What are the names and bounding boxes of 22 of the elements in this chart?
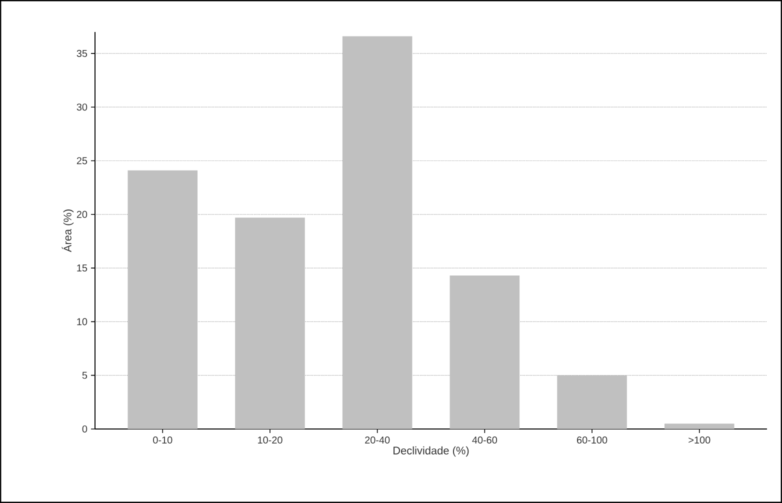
y-tick-label: 10	[77, 318, 88, 326]
bar	[664, 424, 734, 429]
y-axis-title: Área (%)	[62, 210, 74, 252]
y-tick-label: 5	[82, 372, 88, 379]
y-tick-label: 30	[76, 104, 88, 111]
y-tick-label: 35	[76, 50, 88, 57]
y-tick-label: 25	[76, 157, 88, 164]
y-tick-label: 0	[82, 425, 88, 433]
x-axis-title: Declividade (%)	[394, 446, 469, 457]
x-tick-label: 0-10	[153, 436, 172, 444]
x-tick-label: 10-20	[258, 436, 282, 444]
bar	[235, 218, 305, 429]
bar	[557, 375, 627, 429]
bar	[342, 36, 412, 429]
x-tick-label: 40-60	[472, 436, 498, 444]
x-tick-label: 60-100	[577, 436, 608, 444]
x-tick-label: >100	[688, 436, 710, 444]
bar	[450, 276, 520, 429]
y-tick-label: 20	[76, 210, 88, 218]
x-tick-label: 20-40	[365, 436, 390, 444]
bar	[128, 170, 198, 429]
y-tick-label: 15	[77, 264, 88, 272]
